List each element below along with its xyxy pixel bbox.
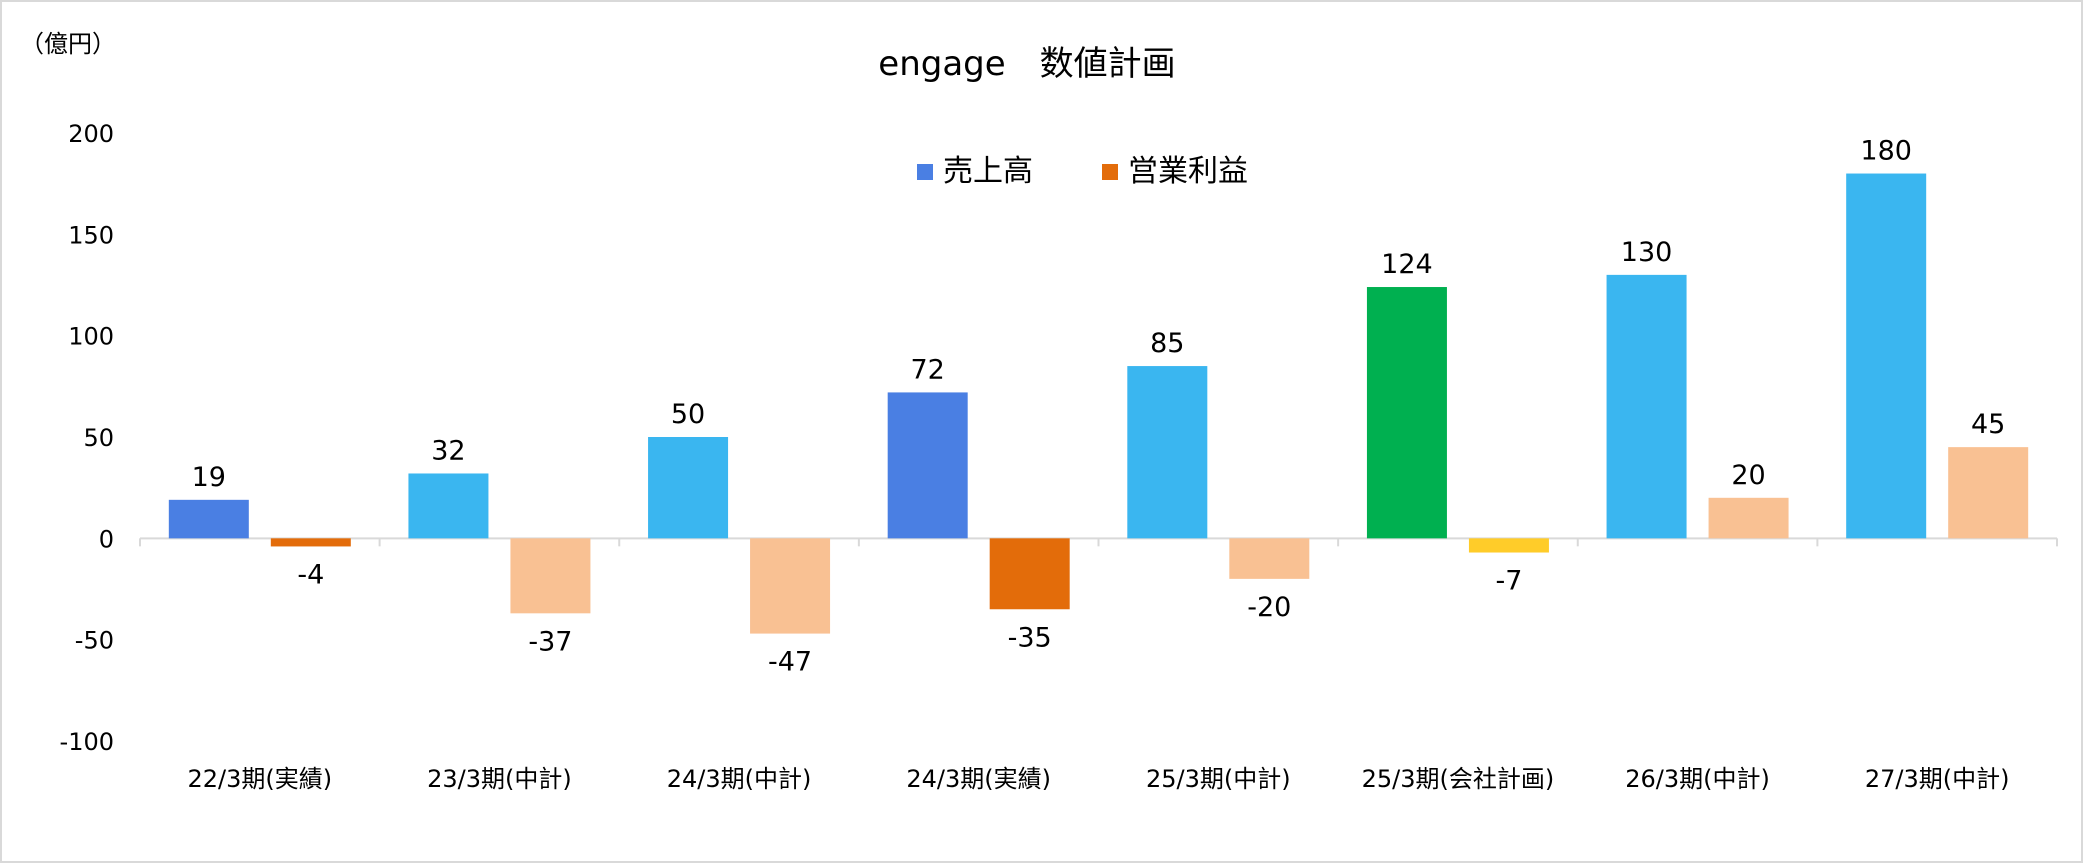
bar-operating-profit	[1229, 538, 1310, 579]
y-tick-label: 150	[68, 221, 114, 249]
data-labels: 19 -4 32 -37 50 -47 72 -35 85 -20 124 -7 130 20 180 45	[192, 136, 2006, 678]
data-label: 72	[911, 354, 945, 385]
data-label: 32	[431, 435, 465, 466]
legend-swatch	[1102, 164, 1118, 180]
data-label: -20	[1247, 592, 1291, 623]
data-label: 20	[1731, 460, 1765, 491]
data-label: -7	[1495, 566, 1522, 597]
data-label: 50	[671, 399, 705, 430]
data-label: 45	[1971, 409, 2005, 440]
bar-operating-profit	[989, 538, 1070, 610]
bar-sales	[1127, 366, 1208, 539]
legend-label: 営業利益	[1128, 154, 1248, 189]
bar-sales	[648, 437, 729, 539]
legend: 売上高 営業利益	[917, 154, 1248, 189]
bar-sales	[1366, 287, 1447, 539]
y-tick-label: 200	[68, 120, 114, 148]
data-label: 19	[192, 462, 226, 493]
y-tick-label: -100	[60, 728, 114, 756]
y-tick-label: 0	[99, 525, 114, 553]
x-tick-label: 27/3期(中計)	[1865, 765, 2010, 793]
data-label: -37	[528, 626, 572, 657]
x-tick-label: 23/3期(中計)	[427, 765, 572, 793]
y-axis: -100 -50 0 50 100 150 200	[60, 120, 114, 756]
data-label: 124	[1381, 249, 1433, 280]
bar-operating-profit	[510, 538, 591, 614]
bar-sales	[408, 473, 489, 539]
chart-title: engage 数値計画	[878, 44, 1175, 84]
y-tick-label: -50	[75, 627, 114, 655]
bar-operating-profit	[270, 538, 351, 547]
data-label: -47	[768, 647, 812, 678]
bar-operating-profit	[1708, 497, 1789, 539]
bar-sales	[1606, 274, 1687, 539]
data-label: 130	[1621, 237, 1673, 268]
bars	[168, 173, 2029, 634]
bar-sales	[887, 392, 968, 539]
y-tick-label: 100	[68, 323, 114, 351]
bar-operating-profit	[1948, 447, 2029, 539]
bar-operating-profit	[750, 538, 831, 634]
x-tick-label: 22/3期(実績)	[188, 765, 333, 793]
data-label: -35	[1008, 622, 1052, 653]
x-tick-label: 25/3期(会社計画)	[1362, 765, 1555, 793]
legend-label: 売上高	[943, 154, 1033, 189]
unit-label: （億円）	[20, 30, 116, 58]
x-tick-label: 25/3期(中計)	[1146, 765, 1291, 793]
data-label: -4	[297, 559, 324, 590]
x-tick-label: 24/3期(実績)	[906, 765, 1051, 793]
bar-sales	[1846, 173, 1927, 539]
data-label: 85	[1150, 328, 1184, 359]
x-tick-label: 26/3期(中計)	[1625, 765, 1770, 793]
bar-operating-profit	[1468, 538, 1549, 553]
y-tick-label: 50	[83, 424, 114, 452]
bar-sales	[168, 499, 249, 539]
legend-swatch	[917, 164, 933, 180]
data-label: 180	[1860, 136, 1912, 167]
x-axis: 22/3期(実績) 23/3期(中計) 24/3期(中計) 24/3期(実績) 25/3…	[139, 537, 2058, 793]
x-tick-label: 24/3期(中計)	[667, 765, 812, 793]
